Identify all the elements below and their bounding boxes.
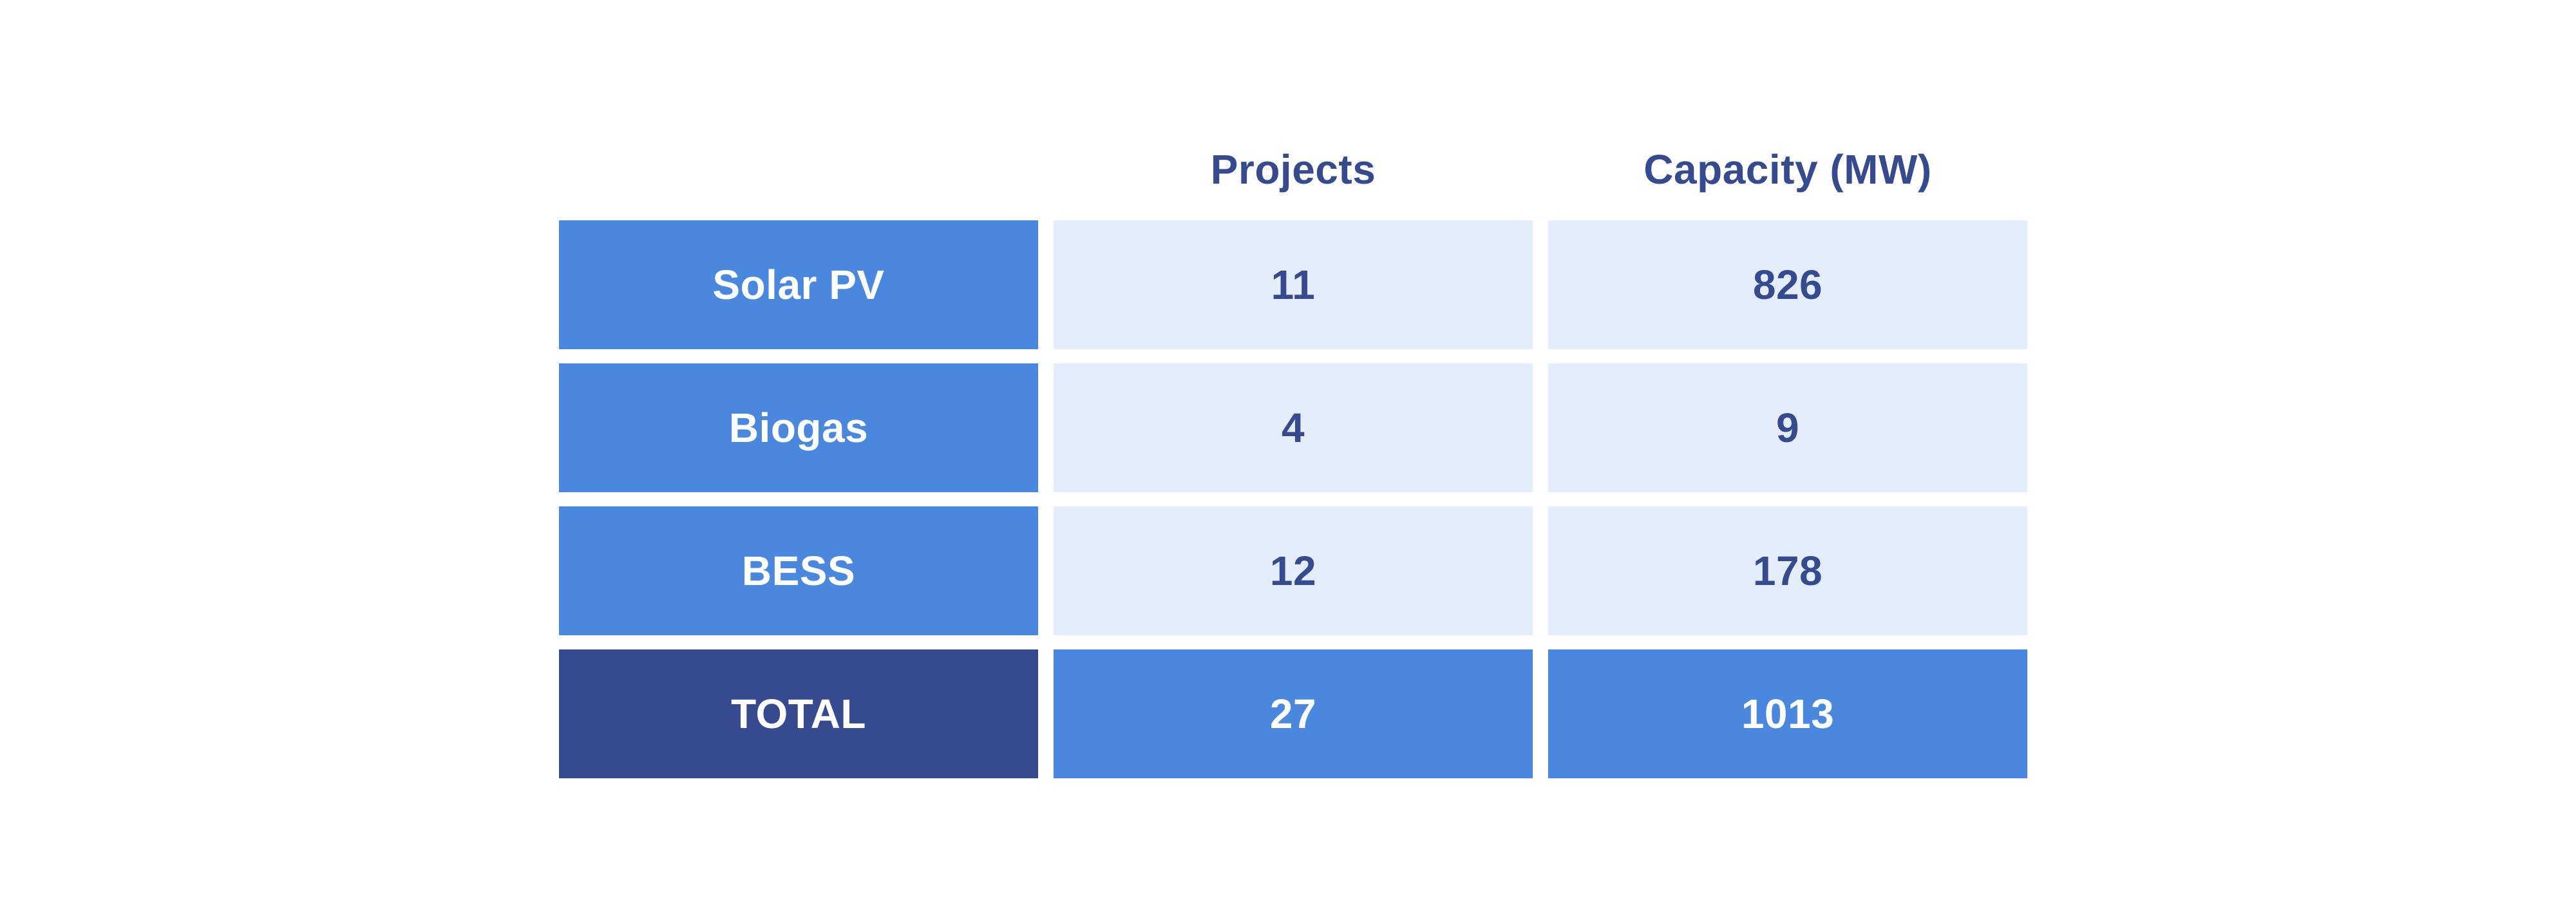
cell-biogas-capacity: 9 (1548, 363, 2027, 492)
capacity-table: Projects Capacity (MW) Solar PV 11 826 B… (559, 122, 2027, 778)
cell-total-capacity: 1013 (1548, 649, 2027, 778)
row-label-biogas: Biogas (559, 363, 1038, 492)
row-label-bess: BESS (559, 506, 1038, 635)
cell-biogas-projects: 4 (1054, 363, 1533, 492)
cell-total-projects: 27 (1054, 649, 1533, 778)
cell-solar-pv-projects: 11 (1054, 220, 1533, 349)
cell-bess-projects: 12 (1054, 506, 1533, 635)
column-header-projects: Projects (1210, 146, 1376, 193)
cell-bess-capacity: 178 (1548, 506, 2027, 635)
header-empty-cell (559, 122, 1038, 206)
column-header-capacity: Capacity (MW) (1643, 146, 1932, 193)
row-label-solar-pv: Solar PV (559, 220, 1038, 349)
cell-solar-pv-capacity: 826 (1548, 220, 2027, 349)
row-label-total: TOTAL (559, 649, 1038, 778)
